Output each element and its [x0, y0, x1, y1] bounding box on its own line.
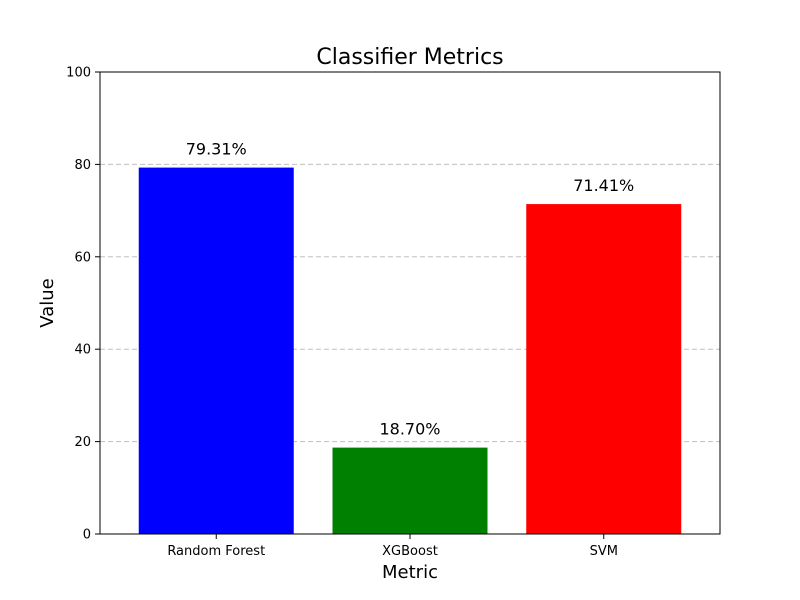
y-tick-label: 100: [66, 66, 91, 81]
data-label: 71.41%: [573, 176, 634, 195]
axes: 0 20 40 60 80 100 Random Forest XGBoost SVM: [66, 66, 721, 559]
data-labels: 79.31% 18.70% 71.41%: [186, 140, 635, 439]
x-axis-label: Metric: [382, 562, 438, 583]
y-tick-label: 80: [74, 158, 91, 173]
y-axis-label: Value: [37, 278, 58, 327]
y-tick-label: 60: [74, 250, 91, 265]
y-tick-label: 20: [74, 435, 91, 450]
bar-xgboost: [332, 447, 488, 534]
bar-random-forest: [138, 167, 294, 534]
bars: [138, 167, 682, 534]
chart-title: Classifier Metrics: [316, 45, 503, 70]
y-tick-label: 0: [83, 528, 91, 543]
x-tick-label: SVM: [590, 544, 618, 559]
data-label: 79.31%: [186, 140, 247, 159]
data-label: 18.70%: [379, 420, 440, 439]
y-tick-label: 40: [74, 343, 91, 358]
bar-svm: [526, 204, 682, 534]
x-tick-label: Random Forest: [167, 544, 265, 559]
x-tick-label: XGBoost: [382, 544, 438, 559]
